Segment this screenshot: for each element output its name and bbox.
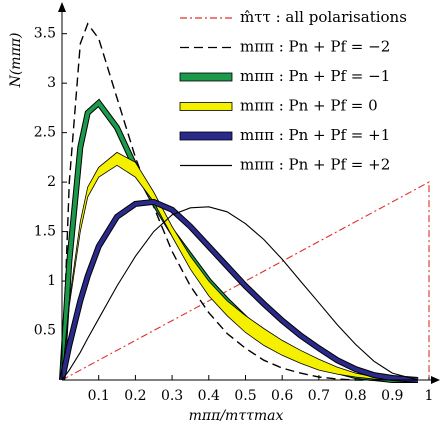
legend-swatch xyxy=(179,72,233,82)
x-tick-label: 0.5 xyxy=(234,388,256,404)
x-tick-label: 0.7 xyxy=(308,388,330,404)
y-tick-label: 3 xyxy=(47,75,56,91)
x-tick-label: 0.4 xyxy=(198,388,220,404)
x-axis-arrow xyxy=(431,376,440,384)
line xyxy=(60,100,418,382)
y-tick-label: 0.5 xyxy=(34,323,56,339)
x-tick-label: 0.1 xyxy=(88,388,110,404)
y-axis-label: N(mππ) xyxy=(8,33,24,89)
band-upper xyxy=(61,151,419,381)
y-axis-arrow xyxy=(58,2,66,12)
legend-label: mππ : Pn + Pf = 0 xyxy=(240,97,378,115)
band-fill xyxy=(62,152,418,380)
x-tick-label: 0.3 xyxy=(161,388,183,404)
legend-label: mππ : Pn + Pf = −1 xyxy=(240,67,390,85)
legend-label: mππ : Pn + Pf = +2 xyxy=(240,156,390,174)
x-tick-label: 0.9 xyxy=(381,388,403,404)
line xyxy=(61,206,419,381)
y-tick-label: 1.5 xyxy=(34,224,56,240)
y-tick-label: 2 xyxy=(47,174,56,190)
y-tick-label: 2.5 xyxy=(34,125,56,141)
x-tick-label: 0.8 xyxy=(344,388,366,404)
line xyxy=(61,181,430,381)
legend-label: mππ : Pn + Pf = −2 xyxy=(240,38,390,56)
band-lower xyxy=(61,164,418,381)
legend-label: mππ : Pn + Pf = +1 xyxy=(240,126,390,144)
legend-swatch xyxy=(179,131,233,141)
line-edge xyxy=(59,98,418,383)
legend-label: m̂ττ : all polarisations xyxy=(240,8,407,26)
legend-swatch xyxy=(179,102,233,111)
x-tick-label: 0.2 xyxy=(124,388,146,404)
y-tick-label: 1 xyxy=(47,273,56,289)
y-tick-label: 3.5 xyxy=(34,26,56,42)
x-tick-label: 0.6 xyxy=(271,388,293,404)
line xyxy=(60,199,419,382)
x-tick-label: 1 xyxy=(425,388,434,404)
x-axis-label: mππ/mττmax xyxy=(189,408,284,424)
